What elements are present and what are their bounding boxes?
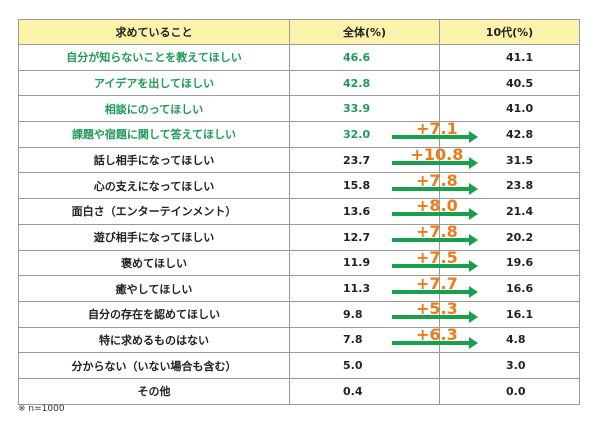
increase-arrow-icon [392,208,478,220]
table-row: 心の支えになってほしい 15.8 23.8 [18,172,580,200]
all-percent-value: 42.8 [343,76,371,90]
all-percent-value: 23.7 [343,153,371,167]
all-percent-value: 5.0 [343,359,363,373]
row-label: 褒めてほしい [18,249,290,277]
all-percent-value: 33.9 [343,102,371,116]
table-row: 褒めてほしい 11.9 19.6 [18,249,580,277]
teens-percent-value: 40.5 [439,69,580,97]
teens-percent-value: 41.1 [439,44,580,71]
increase-arrow-icon [392,311,478,323]
table-row: 課題や宿題に関して答えてほしい 32.0 42.8 [18,121,580,148]
all-percent-value: 15.8 [343,179,371,193]
table-row: 癒やしてほしい 11.3 16.6 [18,275,580,302]
table-row: 自分の存在を認めてほしい 9.8 16.1 [18,300,580,328]
all-percent-cell: 7.8 [289,326,440,354]
table-row: 分からない（いない場合も含む） 5.0 3.0 [18,352,580,379]
all-percent-value: 13.6 [343,204,371,218]
difference-label: +7.5 [416,248,458,267]
table-row: 話し相手になってほしい 23.7 31.5 [18,146,580,174]
teens-percent-value: 41.0 [439,95,580,123]
row-label: 遊び相手になってほしい [18,223,290,251]
row-label: 面白さ（エンターテインメント） [18,198,290,225]
all-percent-cell: 15.8 [289,172,440,200]
all-percent-cell: 33.9 [289,95,440,123]
teens-percent-value: 20.2 [439,223,580,251]
header-what-is-wanted: 求めていること [18,19,290,45]
teens-percent-value: 3.0 [439,352,580,379]
teens-percent-value: 23.8 [439,172,580,200]
difference-label: +8.0 [416,196,458,215]
all-percent-cell: 12.7 [289,223,440,251]
all-percent-value: 0.4 [343,384,363,398]
all-percent-cell: 42.8 [289,69,440,97]
row-label: アイデアを出してほしい [18,69,290,97]
teens-percent-value: 16.1 [439,300,580,328]
table-row: 遊び相手になってほしい 12.7 20.2 [18,223,580,251]
all-percent-value: 9.8 [343,307,363,321]
row-label: 分からない（いない場合も含む） [18,352,290,379]
difference-label: +7.7 [416,274,458,293]
row-label: 心の支えになってほしい [18,172,290,200]
all-percent-cell: 9.8 [289,300,440,328]
table-header-row: 求めていること 全体(%) 10代(%) [18,19,580,45]
all-percent-cell: 46.6 [289,44,440,71]
header-all-percent: 全体(%) [289,19,440,45]
all-percent-value: 32.0 [343,127,371,141]
row-label: 相談にのってほしい [18,95,290,123]
increase-arrow-icon [392,286,478,298]
row-label: 自分の存在を認めてほしい [18,300,290,328]
increase-arrow-icon [392,157,478,169]
all-percent-cell: 32.0 [289,121,440,148]
all-percent-value: 11.3 [343,282,371,296]
difference-label: +5.3 [416,299,458,318]
teens-percent-value: 31.5 [439,146,580,174]
row-label: 課題や宿題に関して答えてほしい [18,121,290,148]
table-row: 相談にのってほしい 33.9 41.0 [18,95,580,123]
difference-label: +7.8 [416,171,458,190]
teens-percent-value: 42.8 [439,121,580,148]
all-percent-cell: 0.4 [289,377,440,405]
all-percent-value: 46.6 [343,50,371,64]
increase-arrow-icon [392,260,478,272]
table-row: 面白さ（エンターテインメント） 13.6 21.4 [18,198,580,225]
all-percent-cell: 13.6 [289,198,440,225]
row-label: 癒やしてほしい [18,275,290,302]
difference-label: +7.8 [416,222,458,241]
survey-table: 求めていること 全体(%) 10代(%) 自分が知らないことを教えてほしい 46.… [18,19,580,405]
all-percent-cell: 5.0 [289,352,440,379]
increase-arrow-icon [392,234,478,246]
all-percent-value: 11.9 [343,256,371,270]
all-percent-value: 12.7 [343,230,371,244]
difference-label: +10.8 [410,145,464,164]
row-label: 特に求めるものはない [18,326,290,354]
increase-arrow-icon [392,131,478,143]
teens-percent-value: 19.6 [439,249,580,277]
header-teens-percent: 10代(%) [439,19,580,45]
teens-percent-value: 0.0 [439,377,580,405]
all-percent-cell: 11.9 [289,249,440,277]
increase-arrow-icon [392,183,478,195]
sample-size-note: ※ n=1000 [18,404,65,414]
row-label: 自分が知らないことを教えてほしい [18,44,290,71]
table-row: 自分が知らないことを教えてほしい 46.6 41.1 [18,44,580,71]
row-label: その他 [18,377,290,405]
difference-label: +6.3 [416,325,458,344]
increase-arrow-icon [392,337,478,349]
table-row: 特に求めるものはない 7.8 4.8 [18,326,580,354]
all-percent-value: 7.8 [343,333,363,347]
difference-label: +7.1 [416,119,458,138]
table-row: その他 0.4 0.0 [18,377,580,405]
table-row: アイデアを出してほしい 42.8 40.5 [18,69,580,97]
all-percent-cell: 11.3 [289,275,440,302]
row-label: 話し相手になってほしい [18,146,290,174]
teens-percent-value: 16.6 [439,275,580,302]
teens-percent-value: 21.4 [439,198,580,225]
